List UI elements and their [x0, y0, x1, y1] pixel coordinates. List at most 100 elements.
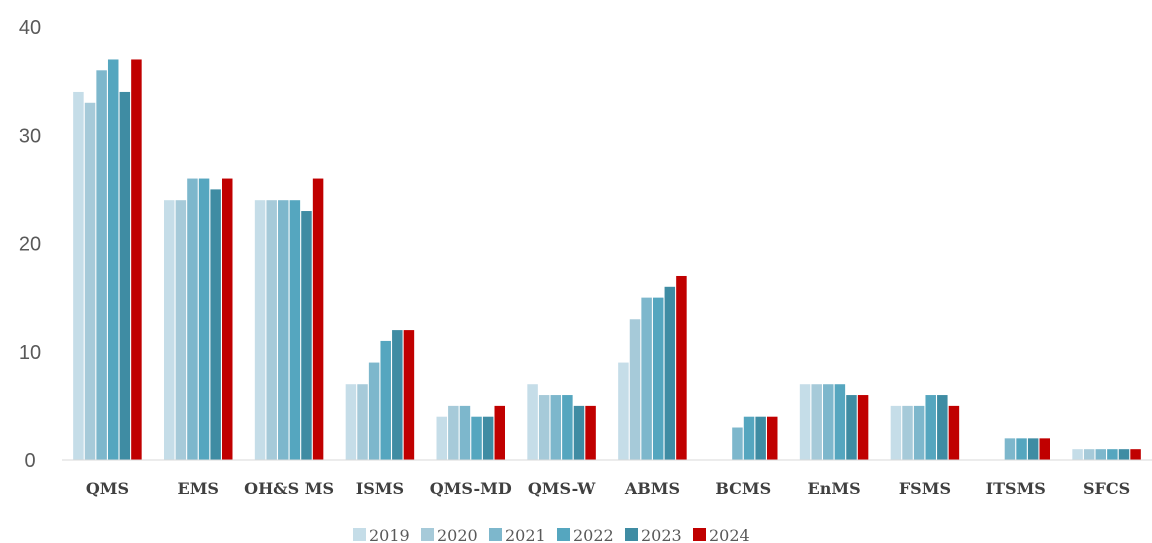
bar: [471, 416, 482, 460]
bar: [266, 200, 277, 460]
bar: [312, 178, 324, 461]
bar: [925, 395, 936, 460]
bar: [550, 395, 562, 460]
bar: [187, 178, 198, 461]
bar: [448, 405, 459, 461]
bar: [857, 395, 869, 460]
bar: [254, 200, 266, 460]
legend-label: 2019: [369, 526, 410, 543]
x-tick-label: ITSMS: [986, 479, 1046, 498]
bar: [222, 178, 233, 461]
bar: [743, 416, 755, 460]
bar: [107, 59, 119, 460]
bar: [84, 102, 96, 460]
legend-swatch: [693, 528, 706, 541]
bar: [210, 189, 221, 461]
y-tick-label: 30: [19, 125, 41, 147]
bar: [357, 384, 368, 460]
legend-label: 2021: [505, 526, 546, 543]
bar: [1118, 449, 1130, 460]
bar: [392, 330, 403, 460]
bar: [527, 384, 538, 460]
y-tick-label: 40: [19, 17, 41, 39]
bar: [948, 405, 960, 461]
bar: [1095, 449, 1107, 460]
bar: [368, 362, 380, 460]
bar: [562, 395, 573, 460]
y-axis-ticks: 0 10 20 30 40: [19, 17, 41, 472]
x-tick-label: ABMS: [624, 479, 680, 498]
bar: [482, 416, 494, 460]
x-tick-label: OH&S MS: [244, 479, 334, 498]
bar: [436, 416, 447, 460]
x-tick-label: ISMS: [356, 479, 404, 498]
bar: [573, 405, 585, 461]
y-tick-label: 0: [24, 450, 35, 472]
legend-swatch: [353, 528, 366, 541]
bar: [664, 286, 676, 460]
bar: [823, 384, 834, 460]
bar: [676, 275, 687, 460]
x-tick-label: EnMS: [808, 479, 861, 498]
bar: [629, 319, 641, 460]
legend-label: 2020: [437, 526, 478, 543]
bar: [345, 384, 357, 460]
bar: [585, 405, 596, 461]
bar: [380, 340, 391, 460]
x-tick-label: QMS-W: [528, 479, 597, 498]
bar: [1016, 438, 1027, 460]
legend: 2019 2020 2021 2022 2023 2024: [353, 526, 750, 543]
bars: [73, 59, 1141, 461]
legend-label: 2022: [573, 526, 614, 543]
bar: [289, 200, 301, 460]
bar: [1083, 449, 1095, 460]
bar: [1004, 438, 1016, 460]
bar: [937, 395, 948, 460]
bar: [198, 178, 210, 461]
y-tick-label: 10: [19, 342, 41, 364]
bar: [494, 405, 505, 461]
bar: [755, 416, 766, 460]
x-tick-label: EMS: [178, 479, 219, 498]
bar: [913, 405, 925, 461]
y-tick-label: 20: [19, 234, 41, 256]
bar: [652, 297, 664, 461]
bar: [811, 384, 822, 460]
bar: [902, 405, 913, 461]
bar: [175, 200, 187, 460]
bar: [1130, 449, 1141, 460]
bar: [96, 70, 107, 461]
bar: [278, 200, 289, 460]
bar: [846, 395, 857, 460]
bar: [73, 91, 84, 460]
x-axis-ticks: QMS EMS OH&S MS ISMS QMS-MD QMS-W ABMS BCMS EnMS…: [86, 479, 1130, 498]
bar: [538, 395, 550, 460]
bar: [834, 384, 846, 460]
bar: [403, 330, 415, 460]
legend-label: 2023: [641, 526, 682, 543]
legend-swatch: [421, 528, 434, 541]
x-tick-label: SFCS: [1083, 479, 1130, 498]
bar: [131, 59, 142, 460]
x-tick-label: QMS: [86, 479, 129, 498]
bar: [767, 416, 778, 460]
bar: [119, 91, 131, 460]
x-tick-label: BCMS: [715, 479, 771, 498]
bar: [890, 405, 902, 461]
x-tick-label: FSMS: [899, 479, 951, 498]
bar: [459, 405, 471, 461]
legend-swatch: [557, 528, 570, 541]
legend-label: 2024: [709, 526, 750, 543]
x-tick-label: QMS-MD: [430, 479, 512, 498]
bar: [641, 297, 652, 461]
bar: [799, 384, 811, 460]
legend-swatch: [489, 528, 502, 541]
bar: [1107, 449, 1118, 460]
bar: [1039, 438, 1050, 460]
bar: [1072, 449, 1083, 460]
bar: [301, 211, 312, 460]
bar: [164, 200, 175, 460]
bar: [732, 427, 743, 460]
bar: [1027, 438, 1039, 460]
